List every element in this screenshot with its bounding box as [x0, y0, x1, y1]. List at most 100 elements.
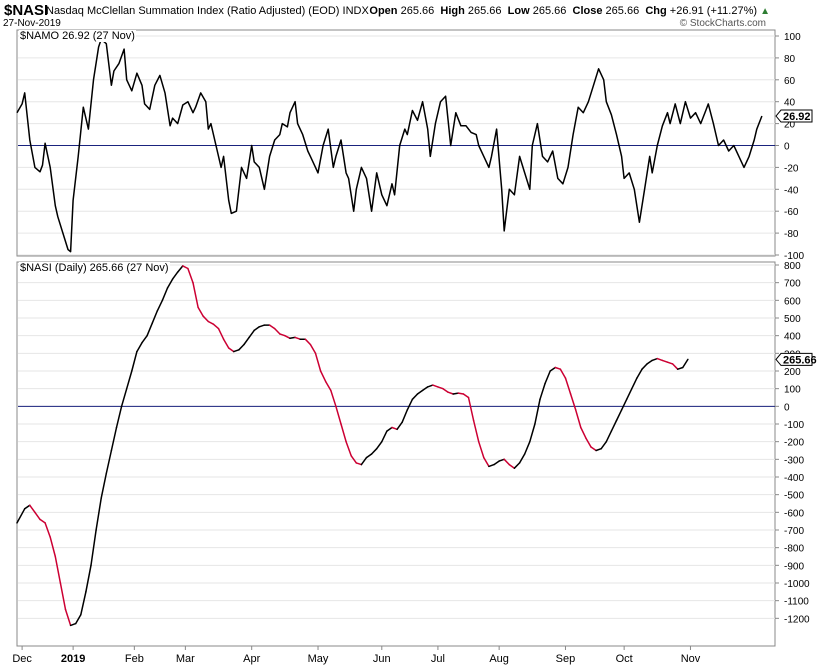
nasi-segment — [222, 338, 230, 349]
nasi-segment — [59, 582, 67, 611]
nasi-segment — [554, 366, 562, 370]
nasi-segment — [539, 382, 546, 401]
nasi-segment — [294, 336, 301, 340]
nasi-segment — [580, 426, 587, 439]
x-tick-label: Oct — [616, 653, 633, 665]
y-tick-label: -700 — [784, 526, 804, 537]
nasi-segment — [212, 323, 220, 330]
nasi-segment — [432, 384, 439, 388]
chart-date: 27-Nov-2019 — [3, 18, 61, 29]
nasi-segment — [29, 504, 36, 514]
close-value: 265.66 — [605, 5, 640, 17]
y-tick-label: -900 — [784, 561, 804, 572]
nasi-segment — [54, 555, 62, 584]
nasi-segment — [64, 608, 72, 627]
x-tick-label: Aug — [489, 653, 509, 665]
nasi-segment — [437, 386, 444, 390]
nasi-segment — [233, 349, 240, 353]
last-value-label: 26.92 — [783, 111, 811, 123]
panel2-y-axis: 8007006005004003002001000-100-200-300-40… — [775, 261, 810, 625]
nasi-segment — [268, 324, 276, 330]
nasi-segment — [161, 287, 169, 302]
nasi-segment — [319, 370, 327, 383]
nasi-segment — [49, 536, 57, 558]
y-tick-label: 80 — [784, 54, 796, 65]
panel1-frame — [16, 29, 776, 257]
panel1-label: $NAMO 26.92 (27 Nov) — [19, 30, 136, 42]
nasi-segment — [182, 265, 189, 270]
x-tick-label: May — [308, 653, 329, 665]
y-tick-label: 60 — [784, 76, 796, 87]
nasi-segment — [284, 334, 291, 340]
nasi-segment — [676, 366, 684, 370]
x-tick-label: Dec — [12, 653, 32, 665]
nasi-segment — [625, 387, 633, 401]
namo-line — [16, 38, 763, 253]
y-tick-label: -100 — [784, 251, 804, 262]
nasi-segment — [534, 398, 541, 425]
nasi-segment — [605, 430, 613, 443]
last-value-tag — [775, 352, 813, 366]
description: Nasdaq McClellan Summation Index (Ratio … — [46, 5, 369, 17]
nasi-segment — [682, 358, 689, 369]
exchange: INDX — [342, 5, 369, 17]
nasi-segment — [615, 409, 623, 422]
chg-label: Chg — [645, 5, 667, 17]
nasi-segment — [279, 333, 286, 337]
nasi-segment — [110, 426, 118, 452]
nasi-segment — [120, 387, 128, 408]
nasi-segment — [559, 368, 567, 379]
nasi-segment — [360, 456, 368, 466]
nasi-segment — [105, 449, 113, 475]
nasi-segment — [309, 343, 317, 355]
nasi-segment — [330, 389, 337, 408]
nasi-segment — [207, 320, 215, 325]
y-tick-label: -800 — [784, 544, 804, 555]
nasi-segment — [258, 324, 266, 328]
nasi-segment — [100, 472, 108, 499]
high-value: 265.66 — [467, 5, 502, 17]
nasi-segment — [386, 426, 393, 432]
nasi-segment — [197, 306, 204, 317]
panel1-y-axis: 100 80 60 40 20 0 -20 -40 -60 -80 -100 — [775, 32, 804, 262]
nasi-segment — [95, 497, 102, 531]
nasi-segment — [248, 329, 255, 339]
up-arrow-icon: ▲ — [760, 6, 770, 17]
y-tick-label: 700 — [784, 279, 801, 290]
nasi-segment — [176, 265, 184, 273]
nasi-segment — [345, 440, 352, 457]
nasi-segment — [340, 423, 347, 443]
ohlc-readout: Open 265.66 High 265.66 Low 265.66 Close… — [369, 5, 770, 17]
nasi-segment — [656, 357, 664, 362]
y-tick-label: -500 — [784, 491, 804, 502]
nasi-segment — [381, 430, 388, 443]
nasi-segment — [641, 363, 648, 370]
nasi-segment — [411, 393, 419, 401]
nasi-segment — [452, 392, 460, 395]
nasi-segment — [544, 370, 551, 385]
nasi-segment — [631, 377, 638, 390]
nasi-segment — [462, 393, 470, 399]
nasi-segment — [666, 361, 674, 365]
nasi-segment — [253, 326, 261, 332]
nasi-segment — [636, 368, 643, 379]
nasi-segment — [69, 622, 77, 627]
y-tick-label: -200 — [784, 438, 804, 449]
nasi-segment — [39, 518, 46, 524]
nasi-segment — [574, 409, 582, 429]
nasi-segment — [416, 389, 424, 395]
credit: © StockCharts.com — [679, 18, 766, 29]
nasi-series — [16, 265, 689, 627]
nasi-segment — [493, 460, 500, 466]
nasi-segment — [324, 380, 332, 392]
nasi-segment — [34, 511, 41, 521]
nasi-segment — [370, 447, 378, 455]
nasi-segment — [192, 281, 199, 309]
nasi-segment — [136, 341, 143, 353]
nasi-segment — [585, 437, 592, 448]
nasi-segment — [600, 440, 608, 450]
y-tick-label: -300 — [784, 455, 804, 466]
nasi-segment — [401, 409, 409, 423]
x-axis: Dec 2019 Feb Mar Apr May Jun Jul Aug Sep Oct Nov — [12, 646, 701, 665]
nasi-segment — [365, 453, 373, 459]
